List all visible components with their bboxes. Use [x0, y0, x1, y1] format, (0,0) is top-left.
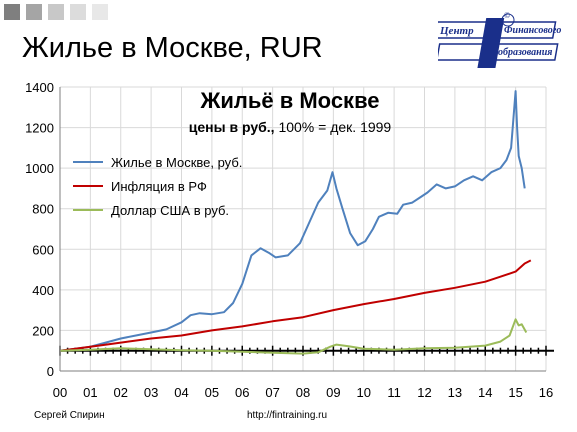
- x-tick-label: 14: [478, 385, 492, 400]
- legend-label: Жилье в Москве, руб.: [111, 155, 242, 170]
- y-tick-label: 800: [32, 202, 54, 217]
- y-tick-label: 200: [32, 323, 54, 338]
- series-line-1: [59, 90, 526, 352]
- y-tick-label: 1000: [25, 161, 54, 176]
- logo-line3: образования: [498, 47, 553, 58]
- x-tick-label: 13: [448, 385, 462, 400]
- x-tick-label: 11: [387, 385, 401, 400]
- decorative-square: [4, 4, 20, 20]
- logo-copyright: ©: [504, 11, 510, 20]
- slide-title: Жилье в Москве, RUR: [22, 32, 323, 64]
- y-tick-label: 0: [47, 364, 54, 379]
- y-tick-label: 1200: [25, 121, 54, 136]
- decorative-square: [26, 4, 42, 20]
- chart-subtitle-bold: цены в руб.,: [189, 119, 275, 135]
- chart-title: Жильё в Москве: [199, 88, 379, 113]
- x-tick-label: 01: [83, 385, 97, 400]
- decorative-square: [70, 4, 86, 20]
- x-tick-label: 03: [144, 385, 158, 400]
- logo-line1: Центр: [440, 25, 474, 37]
- x-tick-label: 05: [205, 385, 219, 400]
- decorative-square: [92, 4, 108, 20]
- chart-axes: [59, 87, 546, 372]
- x-tick-label: 06: [235, 385, 249, 400]
- logo: Центр Финансового образования ©: [433, 8, 574, 74]
- chart-subtitle: цены в руб., 100% = дек. 1999: [189, 119, 392, 135]
- x-tick-label: 10: [357, 385, 371, 400]
- y-tick-label: 400: [32, 283, 54, 298]
- legend-label: Инфляция в РФ: [111, 179, 207, 194]
- decorative-squares: [4, 4, 108, 20]
- series-line-3: [59, 318, 528, 355]
- series-group: [59, 90, 532, 355]
- decorative-square: [48, 4, 64, 20]
- x-tick-label: 00: [53, 385, 67, 400]
- source-url: http://fintraining.ru: [247, 410, 328, 421]
- x-tick-label: 04: [174, 385, 188, 400]
- legend-label: Доллар США в руб.: [111, 203, 229, 218]
- chart-subtitle-rest: 100% = дек. 1999: [275, 119, 392, 135]
- x-tick-label: 02: [114, 385, 128, 400]
- chart-text: 0 200 400 600 800 1000 1200 1400 00 01 02 03 04 05 06 0…: [25, 80, 553, 400]
- logo-emblem-icon: [433, 13, 559, 68]
- x-tick-label: 12: [417, 385, 431, 400]
- author-label: Сергей Спирин: [34, 410, 105, 421]
- x-tick-label: 16: [539, 385, 553, 400]
- x-tick-label: 08: [296, 385, 310, 400]
- series-line-2: [59, 259, 532, 352]
- y-tick-label: 1400: [25, 80, 54, 95]
- x-tick-label: 07: [265, 385, 279, 400]
- x-tick-label: 15: [508, 385, 522, 400]
- x-tick-label: 09: [326, 385, 340, 400]
- y-tick-label: 600: [32, 242, 54, 257]
- logo-line2: Финансового: [504, 25, 562, 36]
